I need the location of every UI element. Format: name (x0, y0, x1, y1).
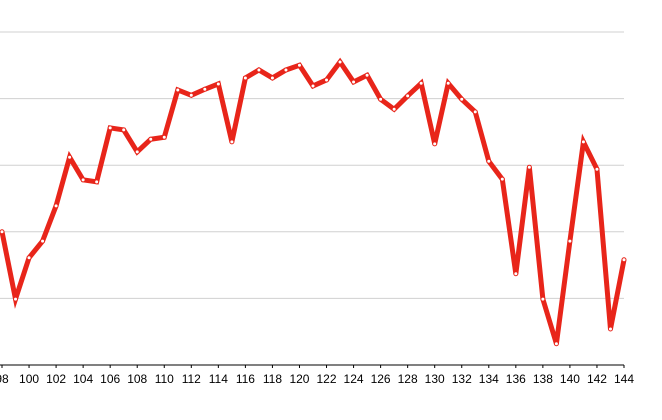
x-tick-label: 126 (371, 372, 391, 386)
data-point (594, 166, 600, 172)
x-tick-label: 114 (209, 372, 228, 386)
data-point (148, 136, 154, 142)
data-point (418, 80, 424, 86)
data-point (445, 80, 451, 86)
data-point (324, 77, 330, 83)
data-point (283, 67, 289, 73)
data-point (296, 62, 302, 68)
data-point (269, 75, 275, 81)
data-point (26, 255, 32, 261)
x-tick-label: 138 (533, 372, 553, 386)
data-point (121, 127, 127, 133)
x-tick-label: 128 (398, 372, 418, 386)
x-tick-label: 120 (289, 372, 309, 386)
data-point (540, 296, 546, 302)
x-tick-label: 136 (506, 372, 526, 386)
data-point (67, 154, 73, 160)
x-tick-label: 108 (127, 372, 147, 386)
x-tick-label: 122 (317, 372, 337, 386)
data-point (229, 139, 235, 145)
data-point (80, 177, 86, 183)
x-tick-label: 104 (73, 372, 93, 386)
data-point (405, 93, 411, 99)
x-tick-label: 142 (587, 372, 607, 386)
data-point (337, 59, 343, 65)
data-point (256, 67, 262, 73)
data-point (526, 164, 532, 170)
x-tick-label: 144 (614, 372, 634, 386)
data-point (94, 179, 100, 185)
data-point (486, 158, 492, 164)
x-tick-label: 124 (344, 372, 364, 386)
data-point (188, 92, 194, 98)
x-tick-label: 118 (263, 372, 282, 386)
x-tick-label: 100 (19, 372, 39, 386)
x-tick-label: 102 (46, 372, 66, 386)
data-point (0, 229, 5, 235)
data-point (107, 125, 113, 131)
data-point (499, 176, 505, 182)
x-tick-label: 130 (425, 372, 445, 386)
data-point (580, 139, 586, 145)
data-point (13, 296, 19, 302)
data-point (621, 257, 627, 263)
data-point (242, 75, 248, 81)
series-line (0, 57, 627, 345)
data-point (607, 326, 613, 332)
x-tick-label: 140 (560, 372, 580, 386)
data-point (378, 96, 384, 102)
data-point (53, 203, 59, 209)
data-point (175, 87, 181, 93)
data-point (472, 109, 478, 115)
x-tick-label: 134 (479, 372, 499, 386)
data-point (459, 96, 465, 102)
data-point (134, 149, 140, 155)
data-point (161, 134, 167, 140)
x-tick-label: 106 (100, 372, 120, 386)
data-point (513, 271, 519, 277)
data-point (202, 86, 208, 92)
x-tick-label: 98 (0, 372, 9, 386)
data-point (567, 238, 573, 244)
data-point (351, 79, 357, 85)
data-point (553, 341, 559, 347)
x-tick-label: 112 (182, 372, 201, 386)
data-point (40, 238, 46, 244)
data-point (215, 81, 221, 87)
x-tick-label: 132 (452, 372, 472, 386)
data-point (310, 83, 316, 89)
data-point (391, 106, 397, 112)
x-tick-label: 110 (155, 372, 174, 386)
data-point (432, 141, 438, 147)
x-tick-label: 116 (236, 372, 255, 386)
data-point (364, 72, 370, 78)
